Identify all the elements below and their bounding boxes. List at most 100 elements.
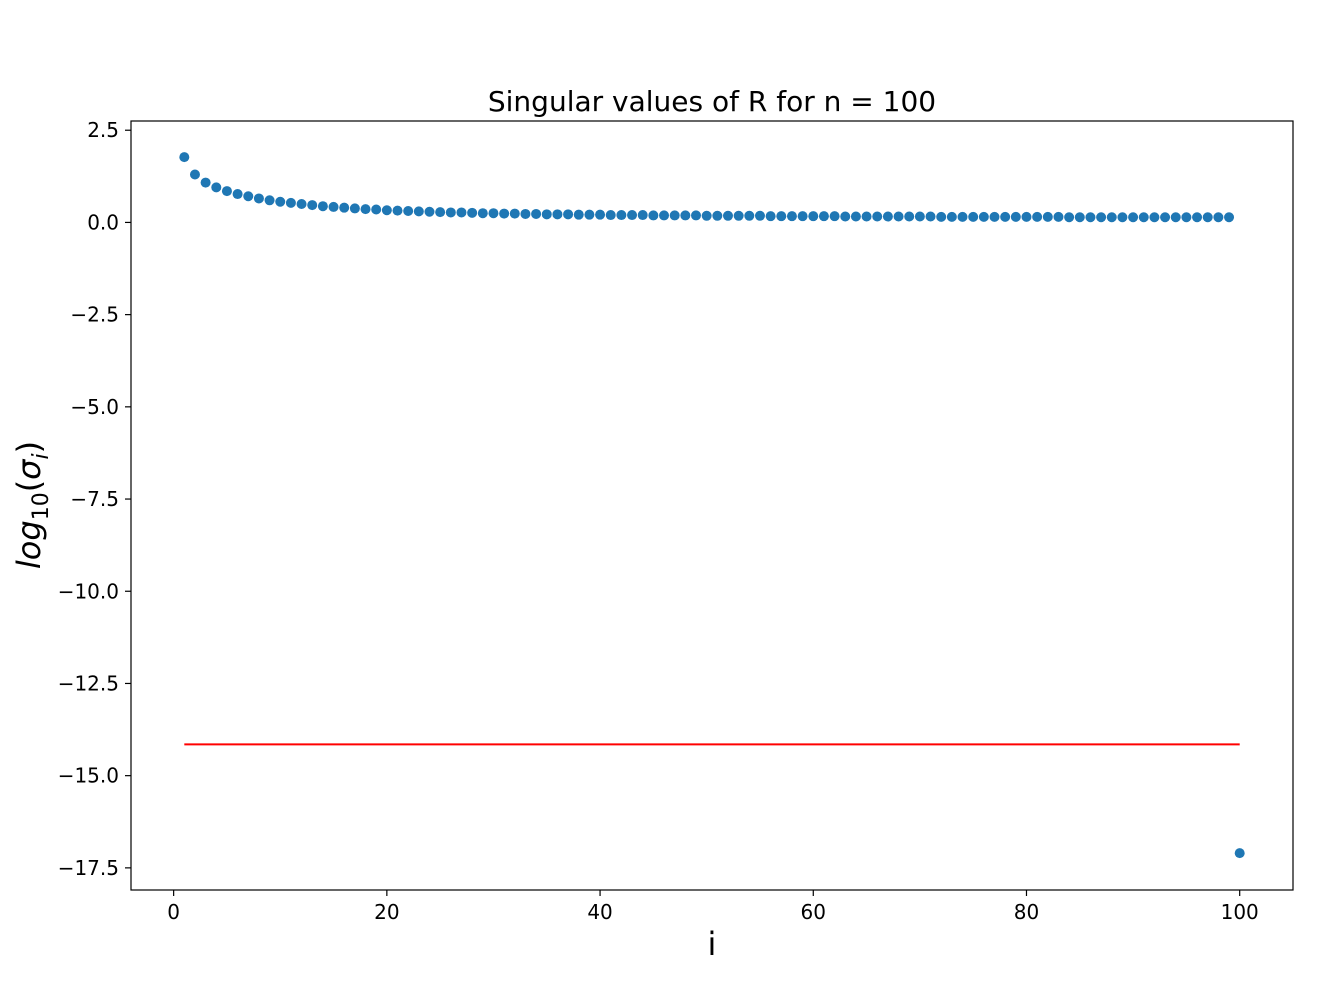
data-point	[733, 210, 744, 221]
data-point	[456, 207, 467, 218]
data-point	[296, 198, 307, 209]
y-tick-label: −2.5	[70, 303, 119, 327]
data-point	[403, 205, 414, 216]
data-point	[573, 209, 584, 220]
data-point	[712, 210, 723, 221]
data-point	[893, 211, 904, 222]
axes-frame	[130, 120, 1294, 891]
data-point	[499, 208, 510, 219]
data-point	[797, 211, 808, 222]
y-tick-label: −15.0	[58, 764, 119, 788]
data-point	[946, 211, 957, 222]
x-axis: 0 20 40 60 80 100	[167, 890, 1259, 924]
data-point	[520, 208, 531, 219]
data-point	[691, 210, 702, 221]
data-point	[435, 207, 446, 218]
y-axis-label-close-paren: )	[10, 441, 48, 453]
y-tick-label: −5.0	[70, 395, 119, 419]
data-point	[339, 202, 350, 213]
data-point	[1032, 211, 1043, 222]
data-point	[1106, 212, 1117, 223]
data-point	[232, 189, 243, 200]
data-point	[659, 210, 670, 221]
data-point	[531, 208, 542, 219]
data-point	[1224, 212, 1235, 223]
y-axis-label-open-paren: (	[10, 480, 48, 492]
y-axis-label-symbol-subscript: i	[29, 453, 54, 459]
data-point	[328, 201, 339, 212]
x-tick-label: 100	[1221, 900, 1259, 924]
y-tick-label: −7.5	[70, 487, 119, 511]
data-point	[264, 195, 275, 206]
data-point	[637, 210, 648, 221]
data-point	[488, 208, 499, 219]
data-point	[850, 211, 861, 222]
data-point	[445, 207, 456, 218]
x-tick-label: 60	[801, 900, 826, 924]
data-point	[616, 210, 627, 221]
data-point	[754, 210, 765, 221]
data-point	[1010, 211, 1021, 222]
y-tick-label: 2.5	[87, 118, 119, 142]
data-point	[1000, 211, 1011, 222]
y-axis-label-symbol: σ	[10, 458, 48, 480]
data-point	[701, 210, 712, 221]
data-point	[413, 206, 424, 217]
data-point	[1042, 211, 1053, 222]
data-point	[1138, 212, 1149, 223]
data-point	[307, 200, 318, 211]
data-point	[680, 210, 691, 221]
y-tick-label: −12.5	[58, 671, 119, 695]
data-point	[818, 211, 829, 222]
data-point	[563, 209, 574, 220]
data-point	[317, 201, 328, 212]
y-axis: 2.5 0.0 −2.5 −5.0 −7.5 −10.0 −12.5 −15.0 −17.5	[58, 118, 131, 880]
data-point	[776, 211, 787, 222]
data-point	[669, 210, 680, 221]
data-point	[243, 191, 254, 202]
data-point	[840, 211, 851, 222]
y-axis-label-subscript: 10	[29, 492, 54, 520]
data-point	[1213, 212, 1224, 223]
data-point	[371, 204, 382, 215]
data-point	[968, 211, 979, 222]
data-point	[584, 209, 595, 220]
data-point	[914, 211, 925, 222]
x-tick-label: 20	[374, 900, 399, 924]
data-point	[1128, 212, 1139, 223]
data-point	[424, 206, 435, 217]
y-tick-label: −10.0	[58, 579, 119, 603]
data-point	[467, 207, 478, 218]
chart-title: Singular values of R for n = 100	[488, 85, 936, 118]
data-point	[221, 186, 232, 197]
y-tick-label: 0.0	[87, 210, 119, 234]
data-point	[872, 211, 883, 222]
data-point	[392, 205, 403, 216]
data-point	[1149, 212, 1160, 223]
data-point	[1085, 212, 1096, 223]
data-point	[1021, 211, 1032, 222]
data-point	[275, 196, 286, 207]
data-point	[1234, 848, 1245, 859]
data-point	[552, 209, 563, 220]
data-point	[904, 211, 915, 222]
data-point	[765, 211, 776, 222]
data-point	[808, 211, 819, 222]
data-point	[1064, 212, 1075, 223]
data-point	[1170, 212, 1181, 223]
data-point	[211, 182, 222, 193]
data-point	[179, 152, 190, 163]
y-axis-label-base: log	[10, 520, 48, 569]
data-point	[1181, 212, 1192, 223]
data-point	[605, 210, 616, 221]
data-point	[349, 203, 360, 214]
data-point	[861, 211, 872, 222]
data-point	[989, 211, 1000, 222]
x-tick-label: 0	[167, 900, 180, 924]
data-point	[1192, 212, 1203, 223]
data-point	[1074, 212, 1085, 223]
data-point	[957, 211, 968, 222]
x-tick-label: 80	[1014, 900, 1039, 924]
